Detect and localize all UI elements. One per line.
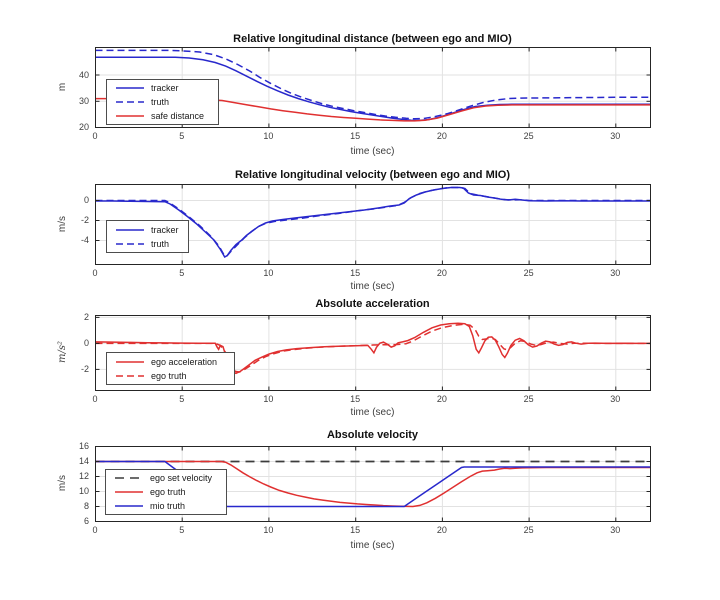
legend-swatch bbox=[116, 360, 144, 363]
y-tick-label: 12 bbox=[78, 471, 89, 481]
legend-entry: ego acceleration bbox=[107, 355, 234, 368]
series-truth bbox=[95, 186, 650, 258]
legend-label: safe distance bbox=[151, 110, 205, 121]
legend-label: mio truth bbox=[150, 500, 186, 511]
x-tick-label: 20 bbox=[436, 131, 447, 141]
x-axis-label: time (sec) bbox=[350, 281, 395, 292]
x-tick-label: 25 bbox=[523, 394, 534, 404]
plot-region bbox=[94, 47, 651, 128]
y-tick-label: 30 bbox=[78, 95, 89, 106]
x-tick-label: 5 bbox=[179, 268, 185, 278]
legend-entry: truth bbox=[107, 237, 188, 250]
plot-area bbox=[94, 184, 651, 265]
x-tick-label: 15 bbox=[350, 268, 361, 278]
x-tick-label: 0 bbox=[92, 268, 98, 278]
legend-label: ego truth bbox=[151, 370, 187, 381]
y-tick-label: -2 bbox=[80, 215, 89, 225]
legend-entry: ego truth bbox=[106, 486, 226, 499]
axes-box bbox=[94, 184, 651, 265]
x-tick-label: 20 bbox=[436, 525, 447, 535]
x-tick-label: 25 bbox=[523, 525, 534, 535]
y-tick-label: -2 bbox=[80, 363, 89, 374]
series-truth bbox=[95, 49, 650, 120]
legend-swatch bbox=[116, 242, 144, 245]
plot-region bbox=[94, 184, 651, 265]
x-tick-label: 25 bbox=[523, 268, 534, 278]
x-tick-label: 15 bbox=[350, 131, 361, 141]
x-tick-label: 5 bbox=[179, 525, 185, 535]
axes-box bbox=[94, 47, 651, 128]
x-tick-label: 10 bbox=[263, 268, 274, 278]
legend-label: ego truth bbox=[150, 487, 186, 497]
x-tick-label: 10 bbox=[263, 394, 274, 404]
x-tick-label: 0 bbox=[92, 394, 98, 404]
y-axis-label: m bbox=[57, 82, 68, 92]
y-tick-label: 14 bbox=[78, 456, 89, 466]
plot-area bbox=[94, 47, 651, 128]
x-tick-label: 15 bbox=[350, 394, 361, 404]
legend-swatch bbox=[115, 491, 143, 493]
legend-swatch bbox=[116, 87, 144, 89]
legend-label: ego acceleration bbox=[151, 356, 218, 367]
legend: ego set velocity ego truth mio truth bbox=[105, 469, 227, 515]
x-tick-label: 30 bbox=[610, 268, 621, 278]
chart-title: Relative longitudinal velocity (between … bbox=[234, 169, 511, 181]
axes-box bbox=[94, 315, 651, 391]
legend: ego acceleration ego truth bbox=[106, 352, 235, 385]
x-tick-label: 10 bbox=[263, 525, 274, 535]
legend-entry: safe distance bbox=[107, 109, 218, 122]
legend-entry: tracker bbox=[107, 82, 218, 95]
chart-title: Absolute acceleration bbox=[315, 298, 430, 310]
series-tracker bbox=[95, 186, 650, 259]
y-tick-label: 0 bbox=[83, 195, 89, 205]
x-tick-label: 15 bbox=[350, 525, 361, 535]
x-tick-label: 0 bbox=[92, 131, 98, 141]
x-tick-label: 10 bbox=[263, 131, 274, 141]
legend-swatch bbox=[115, 477, 143, 479]
legend-label: ego set velocity bbox=[150, 473, 213, 484]
x-tick-label: 0 bbox=[92, 525, 98, 535]
y-tick-label: 40 bbox=[78, 69, 89, 80]
chart-title: Relative longitudinal distance (between … bbox=[233, 33, 512, 45]
x-tick-label: 20 bbox=[436, 394, 447, 404]
legend-entry: tracker bbox=[107, 223, 188, 236]
y-tick-label: 20 bbox=[78, 122, 89, 132]
legend-swatch bbox=[116, 374, 144, 377]
x-axis-label: time (sec) bbox=[350, 407, 395, 418]
legend-label: truth bbox=[151, 97, 170, 107]
legend-label: truth bbox=[151, 238, 170, 249]
legend: tracker truth bbox=[106, 220, 189, 253]
legend-entry: truth bbox=[107, 96, 218, 109]
x-axis-label: time (sec) bbox=[350, 146, 395, 157]
y-tick-label: 6 bbox=[83, 516, 89, 526]
series-ego-truth bbox=[95, 323, 650, 373]
chart-title: Absolute velocity bbox=[326, 429, 419, 441]
legend-label: tracker bbox=[151, 224, 179, 235]
legend-swatch bbox=[116, 115, 144, 117]
legend: tracker truth safe distance bbox=[106, 79, 219, 125]
x-tick-label: 5 bbox=[179, 131, 185, 141]
legend-entry: ego set velocity bbox=[106, 472, 226, 485]
y-tick-label: -4 bbox=[80, 235, 89, 245]
x-tick-label: 5 bbox=[179, 394, 185, 404]
legend-entry: mio truth bbox=[106, 499, 226, 512]
legend-swatch bbox=[116, 101, 144, 103]
x-tick-label: 20 bbox=[436, 268, 447, 278]
legend-label: tracker bbox=[151, 83, 179, 94]
x-tick-label: 30 bbox=[610, 394, 621, 404]
axes-box bbox=[94, 446, 651, 522]
legend-entry: ego truth bbox=[107, 369, 234, 382]
x-axis-label: time (sec) bbox=[350, 540, 395, 551]
legend-swatch bbox=[116, 228, 144, 231]
x-tick-label: 25 bbox=[523, 131, 534, 141]
y-tick-label: 0 bbox=[83, 337, 89, 348]
y-tick-label: 2 bbox=[83, 311, 89, 322]
y-tick-label: 10 bbox=[78, 486, 89, 496]
y-tick-label: 8 bbox=[83, 501, 89, 511]
y-tick-label: 16 bbox=[78, 441, 89, 451]
legend-swatch bbox=[115, 505, 143, 507]
x-tick-label: 30 bbox=[610, 525, 621, 535]
x-tick-label: 30 bbox=[610, 131, 621, 141]
